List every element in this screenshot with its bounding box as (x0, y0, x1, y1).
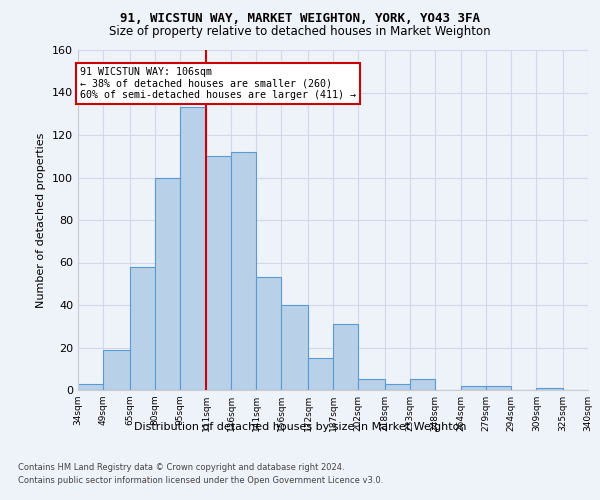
Text: Contains HM Land Registry data © Crown copyright and database right 2024.: Contains HM Land Registry data © Crown c… (18, 462, 344, 471)
Bar (103, 350, 130, 390)
Bar (130, 267, 155, 390)
Text: 91, WICSTUN WAY, MARKET WEIGHTON, YORK, YO43 3FA: 91, WICSTUN WAY, MARKET WEIGHTON, YORK, … (120, 12, 480, 26)
Bar (256, 278, 281, 390)
Bar (78, 384, 103, 390)
Bar (536, 388, 563, 390)
Text: Distribution of detached houses by size in Market Weighton: Distribution of detached houses by size … (134, 422, 466, 432)
Bar (155, 178, 179, 390)
Bar (333, 324, 358, 390)
Bar (179, 108, 206, 390)
Bar (281, 305, 308, 390)
Bar (487, 386, 511, 390)
Bar (206, 156, 232, 390)
Text: Size of property relative to detached houses in Market Weighton: Size of property relative to detached ho… (109, 25, 491, 38)
Bar (410, 380, 434, 390)
Bar (358, 380, 385, 390)
Bar (308, 358, 333, 390)
Text: 91 WICSTUN WAY: 106sqm
← 38% of detached houses are smaller (260)
60% of semi-de: 91 WICSTUN WAY: 106sqm ← 38% of detached… (80, 67, 356, 100)
Bar (232, 152, 256, 390)
Bar (385, 384, 410, 390)
Text: Contains public sector information licensed under the Open Government Licence v3: Contains public sector information licen… (18, 476, 383, 485)
Bar (461, 386, 487, 390)
Y-axis label: Number of detached properties: Number of detached properties (37, 132, 46, 308)
